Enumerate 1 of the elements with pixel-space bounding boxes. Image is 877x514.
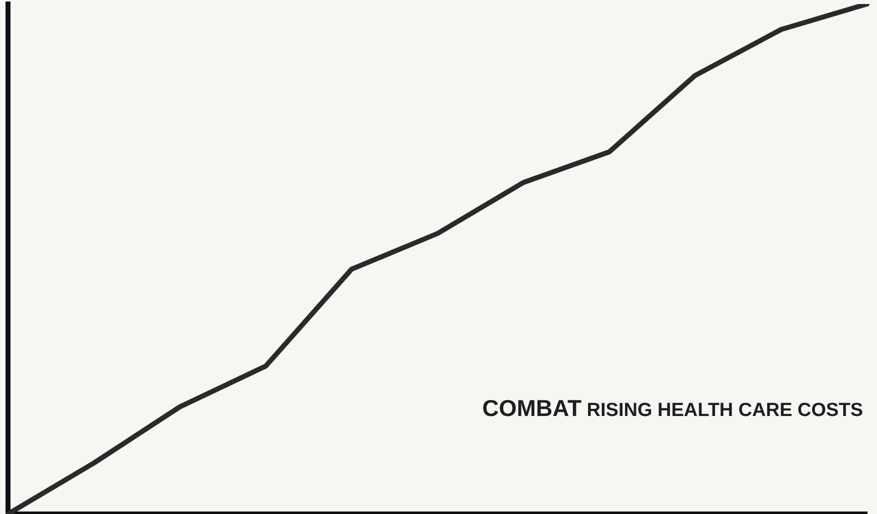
annotation: COMBAT RISING HEALTH CARE COSTS	[482, 395, 863, 422]
